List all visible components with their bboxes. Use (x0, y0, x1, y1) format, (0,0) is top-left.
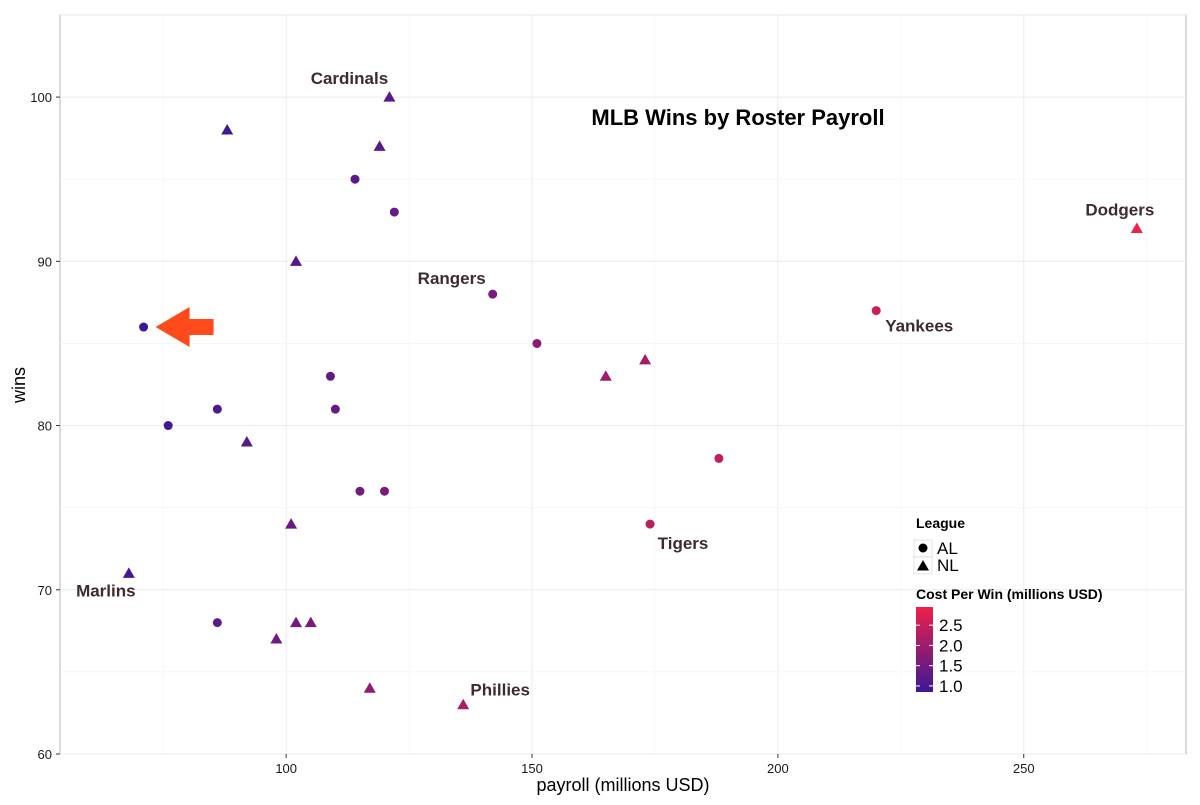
color-legend-title: Cost Per Win (millions USD) (916, 586, 1103, 602)
color-legend-tick-label: 1.5 (939, 657, 963, 676)
point-label-marlins: Marlins (76, 581, 136, 600)
point-label-rangers: Rangers (418, 269, 486, 288)
data-point-al (488, 289, 498, 299)
data-points (122, 91, 1143, 710)
grid-lines (60, 14, 1186, 755)
x-tick-label: 200 (767, 761, 789, 776)
legend-label-al: AL (937, 539, 958, 558)
data-point-nl (383, 91, 396, 102)
color-legend-bar (916, 607, 933, 692)
point-label-phillies: Phillies (470, 681, 530, 700)
highlight-arrow (155, 307, 214, 348)
y-tick-label: 90 (38, 254, 52, 269)
point-label-yankees: Yankees (885, 317, 953, 336)
data-point-al (380, 486, 390, 496)
data-point-al (532, 338, 542, 348)
x-tick-label: 150 (521, 761, 543, 776)
data-point-nl (373, 140, 386, 151)
color-legend-tick-label: 1.0 (939, 677, 963, 696)
y-tick-label: 70 (38, 583, 52, 598)
color-legend-tick-label: 2.0 (939, 636, 963, 655)
data-point-al (355, 486, 365, 496)
data-point-al (330, 404, 340, 414)
data-point-al (714, 453, 724, 463)
x-tick-label: 100 (275, 761, 297, 776)
color-legend-ticks: 2.52.0 1.51.0 (916, 616, 963, 696)
highlight-arrow-icon (155, 307, 214, 348)
point-label-dodgers: Dodgers (1085, 200, 1154, 219)
y-tick-label: 60 (38, 747, 52, 762)
data-point-nl (290, 255, 303, 266)
y-tick-label: 80 (38, 419, 52, 434)
data-point-nl (599, 370, 612, 381)
data-point-nl (304, 616, 317, 628)
data-point-nl (363, 682, 376, 693)
y-axis-label: wins (9, 367, 29, 404)
data-point-al (389, 207, 399, 217)
data-point-al (212, 618, 222, 628)
y-tick-label: 100 (30, 90, 52, 105)
data-point-al (645, 519, 655, 529)
legend-label-nl: NL (937, 556, 959, 575)
data-point-nl (639, 353, 652, 365)
data-point-al (325, 371, 335, 381)
x-tick-label: 250 (1013, 761, 1035, 776)
data-point-nl (290, 616, 303, 628)
plot-background (59, 14, 1187, 755)
legend-triangle-icon (917, 560, 929, 571)
data-point-al (163, 421, 173, 431)
data-point-nl (270, 633, 283, 644)
data-point-al (350, 174, 360, 184)
data-point-nl (1130, 222, 1143, 233)
point-label-tigers: Tigers (658, 534, 709, 553)
axis-ticks: 100 150 200 250 60 70 80 90 100 (30, 90, 1034, 776)
data-point-nl (240, 435, 253, 447)
data-point-nl (122, 567, 135, 578)
x-axis-label: payroll (millions USD) (536, 775, 709, 795)
point-labels: Rangers Tigers Yankees Marlins Cardinals Phil… (76, 69, 1154, 700)
data-point-nl (457, 698, 470, 710)
legend-circle-icon (918, 543, 928, 553)
chart-title: MLB Wins by Roster Payroll (591, 105, 884, 130)
data-point-nl (221, 123, 234, 135)
data-point-al (139, 322, 149, 332)
data-point-al (212, 404, 222, 414)
data-point-nl (285, 518, 298, 529)
shape-legend-title: League (916, 515, 965, 531)
point-label-cardinals: Cardinals (311, 69, 388, 88)
color-legend-tick-label: 2.5 (939, 616, 963, 635)
data-point-al (871, 306, 881, 316)
